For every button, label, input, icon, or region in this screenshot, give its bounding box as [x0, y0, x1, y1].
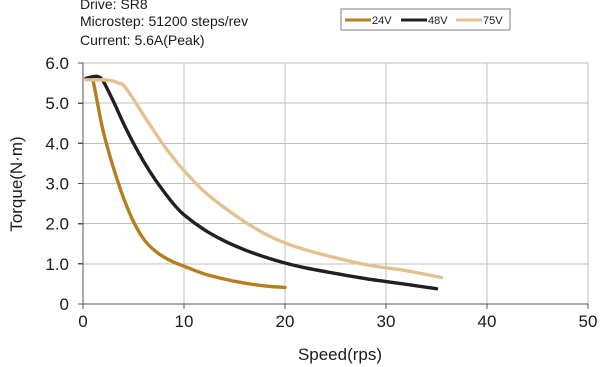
x-tick-label: 0: [78, 312, 87, 331]
microstep-note: Microstep: 51200 steps/rev: [80, 13, 248, 29]
legend-label-24v: 24V: [372, 15, 392, 27]
x-axis-label: Speed(rps): [298, 345, 382, 364]
current-note: Current: 5.6A(Peak): [80, 32, 205, 48]
legend: 24V 48V 75V: [340, 8, 511, 31]
series-curves: [84, 74, 444, 291]
y-tick-label: 1.0: [45, 255, 69, 274]
series-line-24v: [84, 76, 287, 290]
x-tick-label: 20: [276, 312, 295, 331]
series-line-48v: [84, 74, 439, 291]
axes: [78, 62, 589, 309]
series-line-75v: [84, 78, 444, 280]
legend-label-75v: 75V: [483, 15, 503, 27]
grid-lines: [82, 62, 589, 305]
y-tick-label: 3.0: [45, 175, 69, 194]
y-tick-label: 2.0: [45, 215, 69, 234]
tick-labels: 0 10 20 30 40 50 0 1.0 2.0 3.0 4.0 5.0 6.0: [45, 54, 597, 331]
x-tick-label: 50: [579, 312, 598, 331]
x-tick-label: 10: [175, 312, 194, 331]
legend-label-48v: 48V: [428, 15, 448, 27]
drive-note: Drive: SR8: [80, 0, 148, 12]
y-tick-label: 6.0: [45, 54, 69, 73]
y-tick-label: 5.0: [45, 94, 69, 113]
x-tick-label: 30: [377, 312, 396, 331]
y-axis-label: Torque(N·m): [7, 136, 26, 231]
y-tick-label: 4.0: [45, 134, 69, 153]
x-tick-label: 40: [478, 312, 497, 331]
y-tick-label: 0: [60, 295, 69, 314]
chart-notes: Drive: SR8 Microstep: 51200 steps/rev Cu…: [80, 0, 248, 48]
